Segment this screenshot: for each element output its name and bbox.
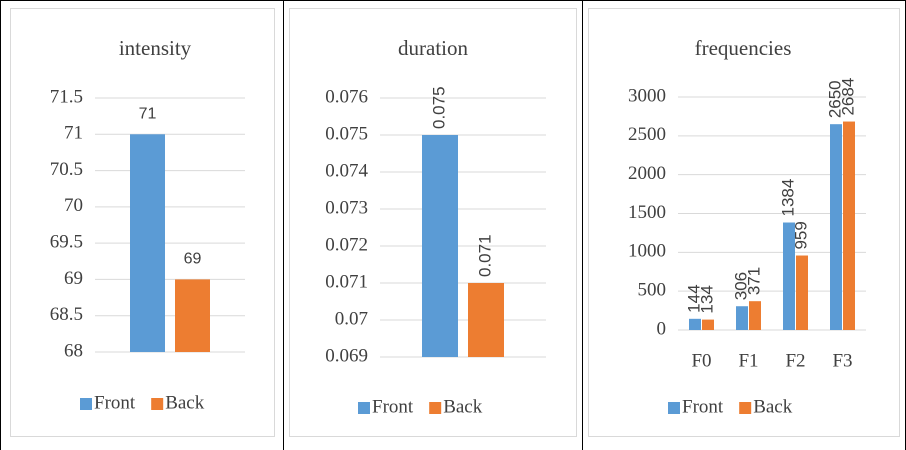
x-tick-label: F2 xyxy=(785,350,805,371)
y-tick-label: 2000 xyxy=(628,163,666,184)
value-label: 144 xyxy=(684,284,703,312)
x-tick-label: F3 xyxy=(832,350,852,371)
x-tick-label: F0 xyxy=(691,350,711,371)
y-tick-label: 1000 xyxy=(628,241,666,262)
x-tick-label: F1 xyxy=(738,350,758,371)
y-tick-label: 0.071 xyxy=(325,271,368,292)
panel-frame xyxy=(588,8,900,437)
value-label: 959 xyxy=(791,221,810,249)
bar xyxy=(702,319,714,330)
chart-title: frequencies xyxy=(695,36,792,60)
y-tick-label: 0 xyxy=(657,318,667,339)
y-tick-label: 0.073 xyxy=(325,197,368,218)
value-label: 1384 xyxy=(778,179,797,217)
y-tick-label: 0.07 xyxy=(335,308,368,329)
legend-label: Front xyxy=(94,392,136,413)
legend-label: Back xyxy=(443,396,483,417)
value-label: 306 xyxy=(731,272,750,300)
y-tick-label: 68 xyxy=(64,340,83,361)
legend-swatch xyxy=(80,398,92,410)
value-label: 0.075 xyxy=(429,86,448,129)
bar xyxy=(736,306,748,330)
y-tick-label: 1500 xyxy=(628,202,666,223)
bar xyxy=(783,222,795,330)
bar xyxy=(689,318,701,330)
y-tick-label: 71.5 xyxy=(50,86,83,107)
bar xyxy=(468,283,504,357)
y-tick-label: 69.5 xyxy=(50,232,83,253)
legend-swatch xyxy=(151,398,164,410)
y-tick-label: 0.076 xyxy=(325,86,368,107)
y-tick-label: 71 xyxy=(64,123,83,144)
bar xyxy=(130,134,165,352)
value-label: 0.071 xyxy=(475,234,494,277)
y-tick-label: 2500 xyxy=(628,124,666,145)
panel-frame xyxy=(10,8,275,437)
value-label: 2650 xyxy=(825,80,844,118)
value-label: 71 xyxy=(139,106,157,123)
panel-frame xyxy=(289,8,577,437)
y-tick-label: 500 xyxy=(638,280,667,301)
chart-title: duration xyxy=(398,36,468,60)
chart-title: intensity xyxy=(119,36,192,60)
y-tick-label: 69 xyxy=(64,268,83,289)
bar xyxy=(422,135,458,357)
y-tick-label: 0.075 xyxy=(325,123,368,144)
y-tick-label: 68.5 xyxy=(50,304,83,325)
y-tick-label: 70.5 xyxy=(50,159,83,180)
legend-label: Back xyxy=(165,392,205,413)
y-tick-label: 0.074 xyxy=(325,160,368,181)
legend-label: Front xyxy=(372,396,414,417)
bar xyxy=(749,301,761,330)
bar xyxy=(830,124,842,330)
y-tick-label: 70 xyxy=(64,195,83,216)
value-label: 69 xyxy=(184,251,202,268)
legend-swatch xyxy=(429,402,442,414)
legend-swatch xyxy=(668,402,680,414)
y-tick-label: 3000 xyxy=(628,85,666,106)
bar xyxy=(175,279,210,352)
value-label: 2684 xyxy=(838,78,857,116)
y-tick-label: 0.072 xyxy=(325,234,368,255)
legend-label: Back xyxy=(753,396,793,417)
legend-swatch xyxy=(358,402,370,414)
legend-swatch xyxy=(739,402,752,414)
y-tick-label: 0.069 xyxy=(325,345,368,366)
legend-label: Front xyxy=(682,396,724,417)
bar xyxy=(796,255,808,330)
value-label: 134 xyxy=(697,285,716,313)
value-label: 371 xyxy=(744,267,763,295)
bar xyxy=(843,121,855,330)
